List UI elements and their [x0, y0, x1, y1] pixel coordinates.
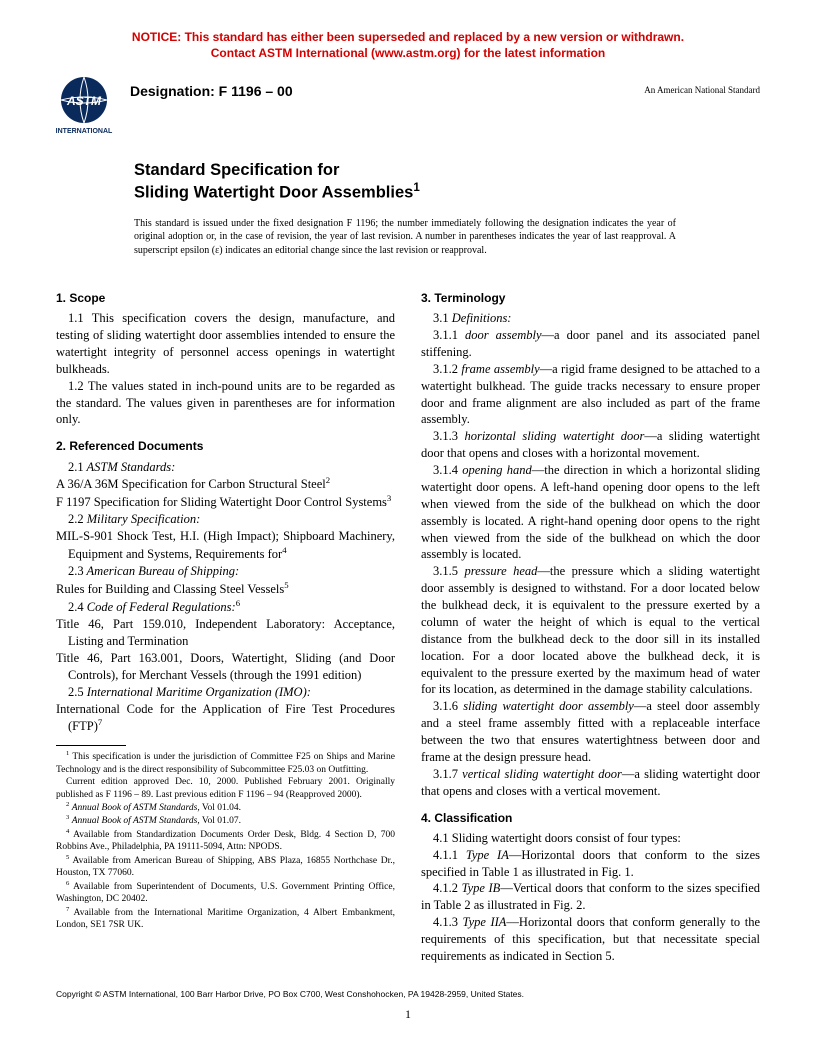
sub-3-1: 3.1 Definitions: [421, 310, 760, 327]
footnote-7: 7 Available from the International Marit… [56, 906, 395, 932]
issuance-note: This standard is issued under the fixed … [134, 217, 736, 258]
ref-mils901: MIL-S-901 Shock Test, H.I. (High Impact)… [56, 528, 395, 563]
footnote-2: 2 Annual Book of ASTM Standards, Vol 01.… [56, 801, 395, 815]
sub-2-5: 2.5 International Maritime Organization … [56, 684, 395, 701]
ref-abs: Rules for Building and Classing Steel Ve… [56, 580, 395, 598]
para-1-2: 1.2 The values stated in inch-pound unit… [56, 378, 395, 429]
page-number: 1 [0, 1006, 816, 1022]
copyright-line: Copyright © ASTM International, 100 Barr… [56, 989, 760, 1000]
footnote-3: 3 Annual Book of ASTM Standards, Vol 01.… [56, 814, 395, 828]
header-row: ASTM INTERNATIONAL Designation: F 1196 –… [56, 76, 760, 136]
svg-text:INTERNATIONAL: INTERNATIONAL [56, 128, 113, 135]
logo-block: ASTM INTERNATIONAL Designation: F 1196 –… [56, 76, 293, 136]
footnote-divider [56, 745, 126, 746]
notice-line1: NOTICE: This standard has either been su… [132, 30, 684, 44]
section-3-head: 3. Terminology [421, 290, 760, 306]
section-2-head: 2. Referenced Documents [56, 438, 395, 454]
section-1-head: 1. Scope [56, 290, 395, 306]
ref-f1197: F 1197 Specification for Sliding Waterti… [56, 493, 395, 511]
footnote-5: 5 Available from American Bureau of Ship… [56, 854, 395, 880]
def-3-1-6: 3.1.6 sliding watertight door assembly—a… [421, 698, 760, 766]
sub-2-4: 2.4 Code of Federal Regulations:6 [56, 598, 395, 616]
para-1-1: 1.1 This specification covers the design… [56, 310, 395, 378]
def-3-1-3: 3.1.3 horizontal sliding watertight door… [421, 428, 760, 462]
ref-imo: International Code for the Application o… [56, 701, 395, 736]
svg-text:ASTM: ASTM [66, 94, 102, 108]
def-3-1-4: 3.1.4 opening hand—the direction in whic… [421, 462, 760, 563]
footnote-1a: 1 This specification is under the jurisd… [56, 750, 395, 776]
left-column: 1. Scope 1.1 This specification covers t… [56, 280, 395, 965]
sub-2-1: 2.1 ASTM Standards: [56, 459, 395, 476]
para-4-1-1: 4.1.1 Type IA—Horizontal doors that conf… [421, 847, 760, 881]
sub-2-2: 2.2 Military Specification: [56, 511, 395, 528]
def-3-1-1: 3.1.1 door assembly—a door panel and its… [421, 327, 760, 361]
notice-banner: NOTICE: This standard has either been su… [0, 30, 816, 61]
footnote-1b: Current edition approved Dec. 10, 2000. … [56, 776, 395, 801]
document-title: Standard Specification for Sliding Water… [134, 160, 736, 203]
designation-label: Designation: F 1196 – 00 [130, 82, 293, 101]
ref-cfr-163: Title 46, Part 163.001, Doors, Watertigh… [56, 650, 395, 684]
sub-2-3: 2.3 American Bureau of Shipping: [56, 563, 395, 580]
para-4-1-2: 4.1.2 Type IB—Vertical doors that confor… [421, 880, 760, 914]
para-4-1: 4.1 Sliding watertight doors consist of … [421, 830, 760, 847]
def-3-1-5: 3.1.5 pressure head—the pressure which a… [421, 563, 760, 698]
ref-cfr-159: Title 46, Part 159.010, Independent Labo… [56, 616, 395, 650]
title-block: Standard Specification for Sliding Water… [134, 160, 736, 257]
astm-logo-icon: ASTM INTERNATIONAL [56, 76, 120, 136]
section-4-head: 4. Classification [421, 810, 760, 826]
para-4-1-3: 4.1.3 Type IIA—Horizontal doors that con… [421, 914, 760, 965]
right-column: 3. Terminology 3.1 Definitions: 3.1.1 do… [421, 280, 760, 965]
def-3-1-2: 3.1.2 frame assembly—a rigid frame desig… [421, 361, 760, 429]
ans-label: An American National Standard [644, 84, 760, 96]
footnote-4: 4 Available from Standardization Documen… [56, 828, 395, 854]
footnote-6: 6 Available from Superintendent of Docum… [56, 880, 395, 906]
def-3-1-7: 3.1.7 vertical sliding watertight door—a… [421, 766, 760, 800]
notice-line2: Contact ASTM International (www.astm.org… [211, 46, 605, 60]
ref-a36: A 36/A 36M Specification for Carbon Stru… [56, 475, 395, 493]
body-columns: 1. Scope 1.1 This specification covers t… [56, 280, 760, 965]
